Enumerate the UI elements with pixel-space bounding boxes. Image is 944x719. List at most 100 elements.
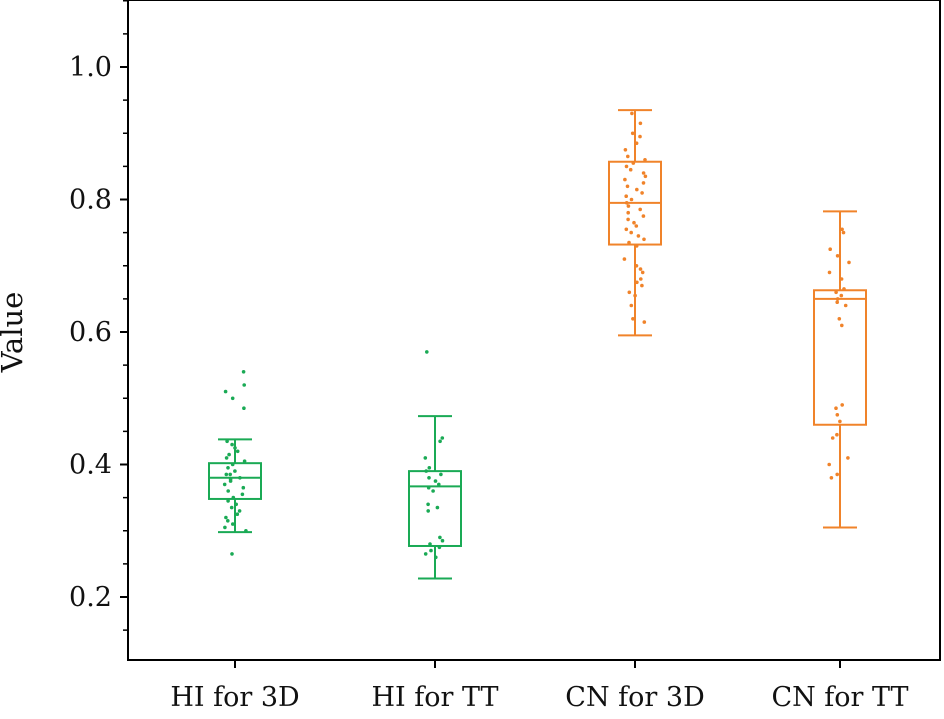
data-point (240, 492, 245, 497)
data-point (631, 161, 636, 165)
data-point (426, 502, 430, 507)
data-point (623, 177, 627, 182)
data-point (634, 224, 639, 228)
data-point (635, 280, 639, 285)
data-point (440, 538, 445, 543)
data-point (629, 197, 634, 202)
data-point (842, 287, 846, 291)
data-point (843, 303, 848, 308)
data-point (828, 247, 832, 251)
y-axis-title: Value (0, 292, 29, 374)
data-point (630, 111, 634, 116)
data-point (643, 158, 647, 162)
data-point (228, 479, 233, 483)
data-point (835, 413, 840, 417)
data-point (839, 293, 844, 298)
data-point (242, 406, 246, 411)
y-tick-label: 1.0 (69, 52, 112, 83)
data-point (634, 244, 639, 248)
data-point (230, 462, 235, 467)
data-point (827, 462, 831, 467)
data-point (223, 525, 227, 530)
data-point (242, 459, 247, 464)
y-tick-label: 0.8 (69, 185, 112, 216)
box-2 (408, 415, 462, 580)
data-point (847, 260, 851, 265)
data-point (632, 220, 636, 225)
data-point (431, 489, 435, 493)
data-point (438, 535, 442, 540)
box-1 (208, 438, 262, 534)
data-point (228, 472, 232, 477)
data-point (439, 472, 443, 477)
data-point (238, 476, 242, 480)
iqr-box (408, 470, 462, 547)
data-point (841, 230, 846, 235)
data-point (827, 270, 832, 275)
data-point (241, 370, 246, 374)
data-point (230, 442, 234, 447)
data-point (227, 452, 231, 457)
data-point (224, 472, 229, 477)
data-point (641, 181, 646, 185)
data-point (429, 548, 433, 553)
data-point (638, 207, 642, 212)
data-point (226, 489, 230, 493)
data-point (626, 204, 631, 208)
data-point (233, 469, 237, 473)
data-point (829, 476, 834, 480)
data-point (840, 323, 844, 328)
data-point (846, 456, 850, 460)
data-point (427, 476, 431, 480)
data-point (634, 264, 639, 268)
data-point (835, 300, 839, 305)
data-point (631, 317, 635, 321)
data-point (840, 227, 844, 232)
data-point (628, 167, 633, 172)
data-point (627, 240, 631, 245)
x-category-label: CN for 3D (565, 682, 704, 713)
data-point (224, 456, 229, 460)
data-point (635, 187, 639, 192)
data-point (640, 191, 644, 195)
data-point (633, 293, 637, 298)
data-point (834, 406, 838, 411)
data-point (642, 320, 647, 324)
data-point (231, 495, 236, 500)
points-layer (222, 111, 851, 560)
plot-area-frame (127, 0, 941, 661)
box-4 (813, 210, 867, 529)
data-point (226, 519, 230, 523)
data-point (624, 164, 629, 169)
data-point (642, 237, 646, 242)
data-point (634, 141, 639, 145)
data-point (839, 277, 844, 281)
data-point (624, 227, 629, 232)
data-point (235, 512, 240, 516)
x-category-label: HI for 3D (170, 682, 299, 713)
data-point (237, 509, 242, 513)
data-point (438, 439, 442, 444)
data-point (434, 555, 438, 560)
data-point (838, 419, 842, 424)
data-point (241, 485, 246, 490)
data-point (835, 472, 839, 477)
y-axis: 0.2 0.4 0.6 0.8 1.0 (69, 0, 128, 631)
data-point (625, 184, 630, 189)
data-point (427, 466, 432, 470)
data-point (636, 234, 641, 238)
data-point (231, 522, 235, 526)
data-point (437, 482, 441, 487)
y-tick-label: 0.4 (69, 450, 112, 481)
data-point (624, 194, 628, 198)
data-point (626, 210, 630, 215)
x-axis: HI for 3D HI for TT CN for 3D CN for TT (170, 660, 909, 713)
data-point (837, 317, 842, 321)
data-point (226, 466, 230, 470)
data-point (629, 303, 634, 308)
data-point (626, 217, 630, 222)
data-point (230, 396, 235, 401)
iqr-box (208, 462, 262, 500)
data-point (242, 383, 246, 387)
